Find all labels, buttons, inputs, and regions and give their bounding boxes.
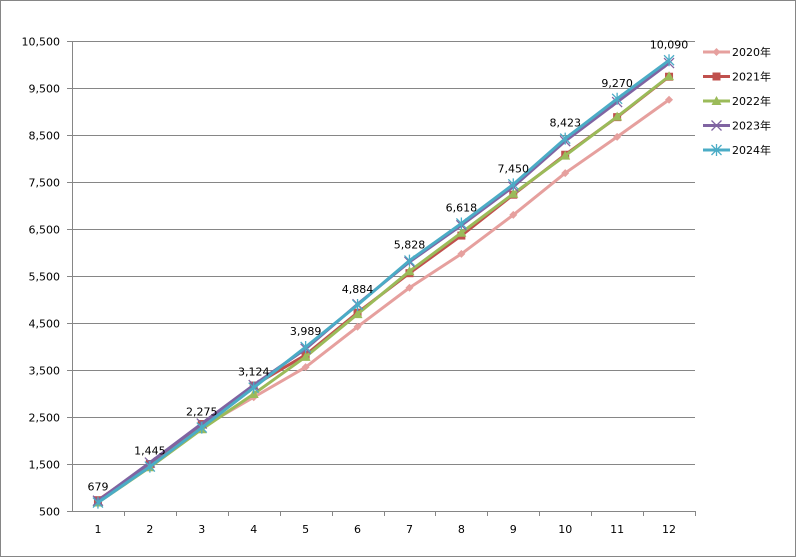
y-tick-label: 10,500: [22, 36, 61, 49]
x-tick-label: 10: [558, 523, 572, 536]
data-label: 7,450: [498, 162, 530, 175]
legend-marker: [712, 48, 721, 56]
x-tick-label: 11: [610, 523, 624, 536]
data-point: [663, 54, 675, 67]
data-point: [92, 496, 104, 509]
data-point: [561, 169, 570, 178]
data-point: [559, 132, 571, 145]
x-tick-label: 3: [198, 523, 205, 536]
data-point: [300, 341, 312, 354]
data-point: [403, 254, 415, 267]
x-tick-label: 2: [146, 523, 153, 536]
x-tick-label: 6: [354, 523, 361, 536]
legend-label: 2023年: [732, 119, 771, 133]
data-point: [196, 421, 208, 434]
data-point: [144, 460, 156, 473]
data-label: 5,828: [394, 239, 426, 252]
y-tick-label: 5,500: [29, 271, 61, 284]
y-tick-label: 6,500: [29, 224, 61, 237]
x-tick-label: 9: [510, 523, 517, 536]
x-tick-label: 7: [406, 523, 413, 536]
y-tick-label: 1,500: [29, 459, 61, 472]
data-point: [611, 92, 623, 105]
data-point: [507, 178, 519, 191]
data-point: [353, 322, 362, 331]
data-label: 9,270: [601, 77, 633, 90]
legend-marker: [711, 96, 722, 105]
data-point: [300, 351, 311, 361]
data-point: [248, 381, 260, 394]
y-tick-label: 3,500: [29, 365, 61, 378]
legend-label: 2020年: [732, 45, 771, 59]
data-label: 8,423: [549, 117, 581, 130]
y-tick-label: 9,500: [29, 83, 61, 96]
legend-label: 2021年: [732, 70, 771, 84]
x-tick-label: 12: [662, 523, 676, 536]
legend-marker: [711, 120, 722, 131]
data-label: 6,618: [446, 201, 478, 214]
data-point: [404, 266, 415, 276]
y-tick-label: 2,500: [29, 412, 61, 425]
x-tick-label: 8: [458, 523, 465, 536]
data-point: [665, 95, 674, 104]
data-point: [405, 283, 414, 292]
data-label: 2,275: [186, 406, 218, 419]
data-point: [456, 227, 467, 237]
data-point: [352, 298, 364, 311]
data-label: 10,090: [650, 38, 689, 51]
data-label: 4,884: [342, 283, 374, 296]
data-point: [560, 150, 571, 160]
y-tick-label: 500: [39, 506, 60, 519]
data-label: 1,445: [134, 445, 166, 458]
x-tick-label: 1: [94, 523, 101, 536]
y-tick-label: 4,500: [29, 318, 61, 331]
legend-marker: [711, 144, 722, 156]
legend-label: 2022年: [732, 94, 771, 108]
data-label: 3,124: [238, 366, 270, 379]
y-tick-label: 7,500: [29, 177, 61, 190]
y-tick-label: 8,500: [29, 130, 61, 143]
data-point: [612, 111, 623, 121]
data-label: 679: [87, 481, 108, 494]
data-label: 3,989: [290, 325, 322, 338]
legend-label: 2024年: [732, 143, 771, 157]
x-tick-label: 5: [302, 523, 309, 536]
data-point: [457, 249, 466, 258]
legend-marker: [712, 72, 721, 81]
data-point: [352, 309, 363, 319]
data-point: [664, 71, 675, 81]
data-point: [301, 363, 310, 372]
series-line-2024年: [97, 59, 670, 504]
data-point: [613, 132, 622, 141]
data-point: [509, 210, 518, 219]
data-point: [508, 188, 519, 198]
data-point: [455, 217, 467, 230]
x-tick-label: 4: [250, 523, 257, 536]
